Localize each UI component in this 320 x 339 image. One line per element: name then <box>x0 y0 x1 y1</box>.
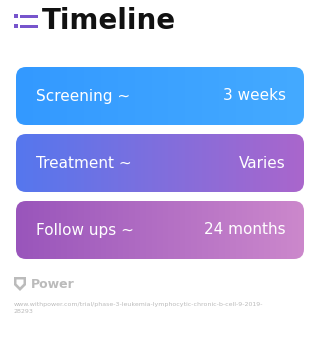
FancyBboxPatch shape <box>16 201 304 259</box>
Text: Treatment ~: Treatment ~ <box>36 156 132 171</box>
Text: Varies: Varies <box>239 156 286 171</box>
Text: 3 weeks: 3 weeks <box>223 88 286 103</box>
Bar <box>14 14 18 18</box>
Polygon shape <box>17 279 23 287</box>
Bar <box>14 24 18 28</box>
Bar <box>20 15 38 18</box>
FancyBboxPatch shape <box>16 67 304 125</box>
Text: Screening ~: Screening ~ <box>36 88 130 103</box>
Text: Timeline: Timeline <box>42 7 176 35</box>
Text: 24 months: 24 months <box>204 222 286 238</box>
Text: Power: Power <box>31 278 75 291</box>
Polygon shape <box>14 277 26 291</box>
Text: www.withpower.com/trial/phase-3-leukemia-lymphocytic-chronic-b-cell-9-2019-
2829: www.withpower.com/trial/phase-3-leukemia… <box>14 302 263 314</box>
Bar <box>20 24 38 27</box>
FancyBboxPatch shape <box>16 134 304 192</box>
Text: Follow ups ~: Follow ups ~ <box>36 222 134 238</box>
